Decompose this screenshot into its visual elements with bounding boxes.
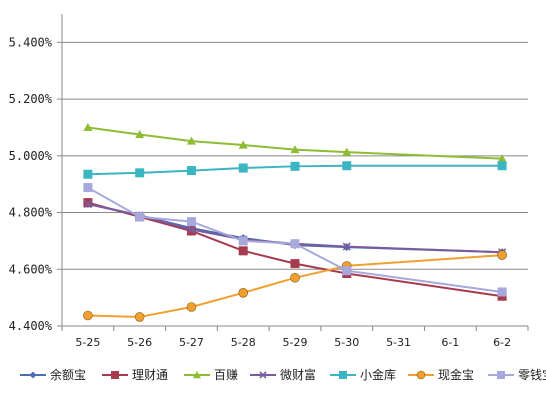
x-tick-label: 5-30 [334, 336, 359, 349]
data-point [83, 198, 93, 208]
data-point [238, 236, 248, 246]
legend-label: 现金宝 [438, 367, 474, 382]
data-point [83, 310, 93, 321]
data-point [259, 371, 267, 379]
series-line [87, 126, 503, 160]
data-point [186, 226, 196, 236]
legend-label: 理财通 [132, 368, 168, 382]
x-tick-labels: 5-25 5-26 5-27 5-28 5-29 5-30 5-31 6-1 6-2 [75, 336, 511, 349]
data-point [497, 154, 507, 163]
legend-item: 余额宝 [20, 367, 86, 382]
data-point [342, 266, 352, 276]
x-tick-label: 6-2 [493, 336, 511, 349]
data-point [186, 302, 197, 312]
legend-item: 微财富 [250, 367, 316, 382]
data-point [193, 371, 201, 379]
data-point [186, 136, 196, 145]
x-tick-label: 5-27 [179, 336, 204, 349]
legend-item: 百赚 [184, 367, 238, 382]
legend-item: 小金库 [330, 367, 396, 382]
legend-label: 百赚 [214, 367, 238, 382]
data-point [186, 166, 196, 176]
data-point [497, 250, 507, 260]
legend-label: 小金库 [360, 367, 396, 382]
legend-label: 余额宝 [50, 367, 86, 382]
series-2 [83, 122, 507, 163]
data-point [83, 169, 93, 179]
data-point [238, 140, 248, 149]
y-tick-label: 4.400% [9, 319, 53, 333]
data-point [238, 246, 248, 256]
data-point [83, 183, 93, 193]
y-tick-label: 5.000% [9, 149, 53, 163]
data-point [83, 199, 92, 209]
x-tick-label: 5-26 [127, 336, 152, 349]
data-point [290, 145, 300, 154]
data-point [342, 242, 351, 251]
data-point [290, 161, 300, 171]
data-point [111, 371, 119, 379]
y-tick-label: 5.200% [9, 92, 53, 106]
legend-item: 现金宝 [408, 367, 474, 382]
data-point [497, 287, 507, 297]
data-point [135, 168, 145, 178]
data-point [342, 147, 352, 156]
data-point [134, 312, 145, 322]
data-point [416, 370, 426, 380]
x-tick-label: 5-25 [75, 336, 100, 349]
x-tick-label: 5-28 [231, 336, 256, 349]
data-point [187, 225, 196, 234]
data-point [238, 288, 249, 298]
series-lines [83, 122, 507, 322]
y-tick-labels: 4.400% 4.600% 4.800% 5.000% 5.200% 5.400% [9, 35, 53, 333]
y-tick-label: 4.600% [9, 262, 53, 276]
legend: 余额宝 理财通 百赚 微财富 小金库 现金宝 零钱宝 [20, 367, 546, 382]
axes [57, 14, 529, 331]
legend-item: 零钱宝 [488, 367, 546, 382]
data-point [83, 122, 93, 132]
data-point [497, 371, 505, 379]
data-point [135, 212, 145, 222]
data-point [290, 272, 300, 283]
legend-label: 微财富 [280, 367, 316, 382]
series-6 [83, 183, 507, 297]
data-point [497, 161, 507, 171]
data-point [339, 371, 347, 379]
y-tick-label: 4.800% [9, 206, 53, 220]
data-point [29, 371, 37, 379]
data-point [290, 239, 300, 249]
y-tick-label: 5.400% [9, 35, 53, 49]
data-point [238, 163, 248, 173]
x-tick-label: 5-29 [283, 336, 308, 349]
x-tick-label: 6-1 [441, 336, 459, 349]
data-point [135, 130, 145, 139]
x-tick-label: 5-31 [386, 336, 411, 349]
legend-label: 零钱宝 [518, 367, 546, 382]
series-4 [83, 161, 507, 179]
data-point [186, 217, 196, 227]
legend-item: 理财通 [102, 368, 168, 382]
data-point [342, 161, 352, 171]
data-point [290, 259, 300, 269]
